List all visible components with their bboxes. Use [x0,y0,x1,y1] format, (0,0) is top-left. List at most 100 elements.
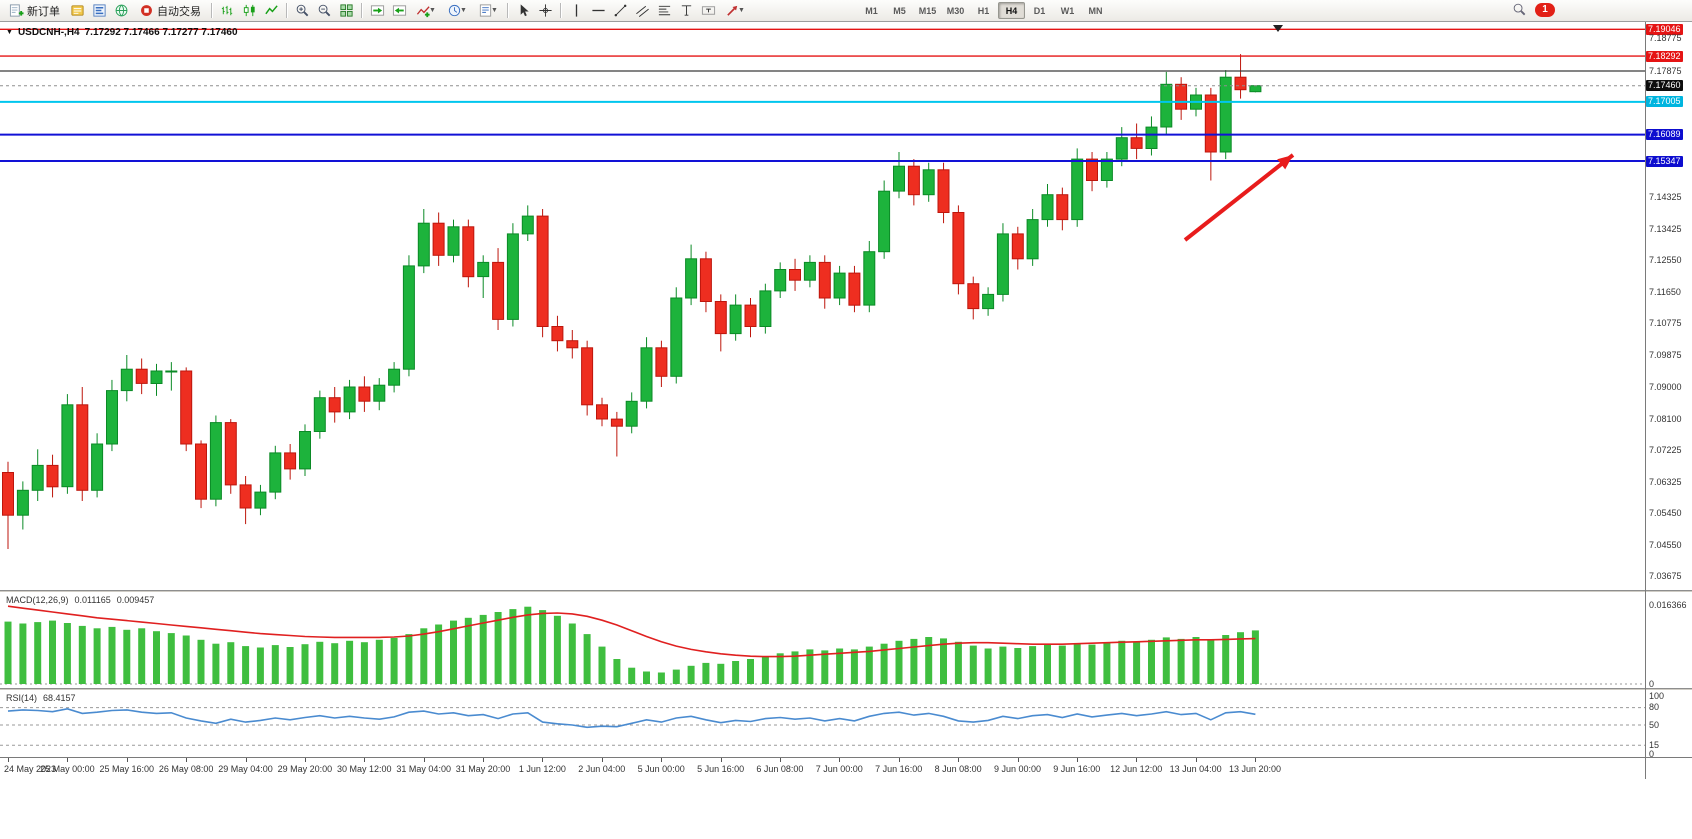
zoom-in-button[interactable] [292,2,313,20]
community-button[interactable] [111,2,132,20]
time-tick [1255,758,1256,762]
ohlc-values-label: 7.17292 7.17466 7.17277 7.17460 [84,27,238,38]
trendline-tool-button[interactable] [610,2,631,20]
indicators-button[interactable]: ▼ [411,2,441,20]
time-tick-label: 7 Jun 16:00 [875,764,923,774]
price-level-badge: 7.16089 [1646,129,1683,141]
rsi-tick-label: 100 [1649,690,1665,701]
panel-splitter[interactable] [0,590,1692,592]
toolbar-separator [286,3,288,18]
tile-windows-button[interactable] [336,2,357,20]
trend-arrow-annotation [1183,153,1295,242]
time-axis[interactable]: 24 May 2023 25 May 00:00 25 May 16:00 26 Ma… [0,757,1692,780]
time-tick-label: 7 Jun 00:00 [815,764,863,774]
market-depth-button[interactable] [89,2,110,20]
timeframe-button-mn[interactable]: MN [1082,2,1109,19]
metaeditor-icon [71,5,84,16]
price-level-badge: 7.18292 [1646,50,1683,62]
time-tick [245,758,247,762]
timeframe-button-w1[interactable]: W1 [1054,2,1081,19]
price-level-badge: 7.17005 [1646,96,1683,108]
time-tick [186,758,188,762]
price-level-badge: 7.17460 [1646,80,1683,92]
time-tick [8,758,9,762]
time-tick-label: 25 May 16:00 [99,764,155,774]
timeframe-button-m1[interactable]: M1 [858,2,885,19]
price-level-badge: 7.19046 [1646,23,1683,35]
chart-candles-button[interactable] [239,2,260,20]
timeframe-button-h4[interactable]: H4 [998,2,1025,19]
new-order-button[interactable]: 新订单 [3,2,66,20]
time-tick-label: 2 Jun 04:00 [578,764,626,774]
chart-menu-icon[interactable]: ▼ [6,29,13,36]
channel-tool-button[interactable] [632,2,653,20]
rsi-tick-label: 80 [1649,702,1660,713]
rsi-label: RSI(14) [6,693,38,703]
time-tick-label: 6 Jun 08:00 [756,764,804,774]
bar-chart-icon [221,5,233,16]
candlestick-icon [243,4,255,17]
line-chart-icon [265,5,278,15]
chart-window: ▼ USDCNH-,H4 7.17292 7.17466 7.17277 7.1… [0,22,1692,839]
chart-bars-button[interactable] [217,2,238,20]
time-tick [839,758,841,762]
periods-button[interactable]: ▼ [442,2,472,20]
time-tick [1017,758,1019,762]
time-tick [67,758,69,762]
timeframe-button-m15[interactable]: M15 [914,2,941,19]
rsi-scale[interactable]: 100 80 50 15 0 [1646,690,1692,759]
crosshair-tool-button[interactable] [535,2,556,20]
macd-tick-label: 0.016366 [1649,599,1687,610]
notification-badge[interactable]: 1 [1535,2,1555,17]
horizontal-line-tool-button[interactable] [588,2,609,20]
zoom-in-icon [296,4,309,17]
metaeditor-button[interactable] [67,2,88,20]
timeframe-button-h1[interactable]: H1 [970,2,997,19]
scale-divider [1645,22,1646,779]
timeframe-button-m5[interactable]: M5 [886,2,913,19]
rsi-title: RSI(14) 68.4157 [6,693,76,703]
channel-icon [636,5,649,17]
price-tick-label: 7.17875 [1649,65,1682,76]
text-tool-button[interactable] [676,2,697,20]
price-tick-label: 7.09000 [1649,381,1682,392]
text-label-tool-button[interactable] [698,2,719,20]
chart-title: ▼ USDCNH-,H4 7.17292 7.17466 7.17277 7.1… [6,27,238,38]
time-tick-label: 5 Jun 16:00 [697,764,745,774]
auto-trading-icon [141,5,152,16]
candlestick-chart[interactable] [0,22,1645,590]
macd-main-value: 0.011165 [74,595,111,605]
dropdown-caret-icon: ▼ [429,7,436,14]
toolbar-separator [560,3,562,18]
auto-trading-label: 自动交易 [157,5,201,18]
arrows-tool-button[interactable]: ▼ [720,2,750,20]
macd-chart[interactable] [0,592,1645,688]
price-tick-label: 7.05450 [1649,507,1682,518]
auto-scroll-button[interactable] [367,2,388,20]
time-tick-label: 9 Jun 16:00 [1053,764,1101,774]
search-icon[interactable] [1512,2,1527,17]
zoom-out-button[interactable] [314,2,335,20]
time-tick-label: 24 May 2023 [4,764,57,774]
panel-splitter[interactable] [0,688,1692,690]
chart-line-button[interactable] [261,2,282,20]
macd-histogram [4,606,1259,684]
time-tick [423,758,425,762]
rsi-chart[interactable] [0,690,1645,757]
chart-shift-button[interactable] [389,2,410,20]
price-scale[interactable]: 7.19046 7.18775 7.18292 7.17875 7.17460 7.170… [1646,22,1692,590]
templates-button[interactable]: ▼ [473,2,503,20]
rsi-value: 68.4157 [43,693,76,703]
macd-scale[interactable]: 0.016366 0 [1646,592,1692,689]
price-tick-label: 7.13425 [1649,223,1682,234]
fibonacci-tool-button[interactable] [654,2,675,20]
cursor-tool-button[interactable] [513,2,534,20]
time-tick [1195,758,1197,762]
timeframe-button-m30[interactable]: M30 [942,2,969,19]
time-tick [1136,758,1138,762]
vertical-line-tool-button[interactable] [566,2,587,20]
auto-trading-button[interactable]: 自动交易 [133,2,207,20]
timeframe-button-d1[interactable]: D1 [1026,2,1053,19]
indicators-icon [416,6,430,18]
